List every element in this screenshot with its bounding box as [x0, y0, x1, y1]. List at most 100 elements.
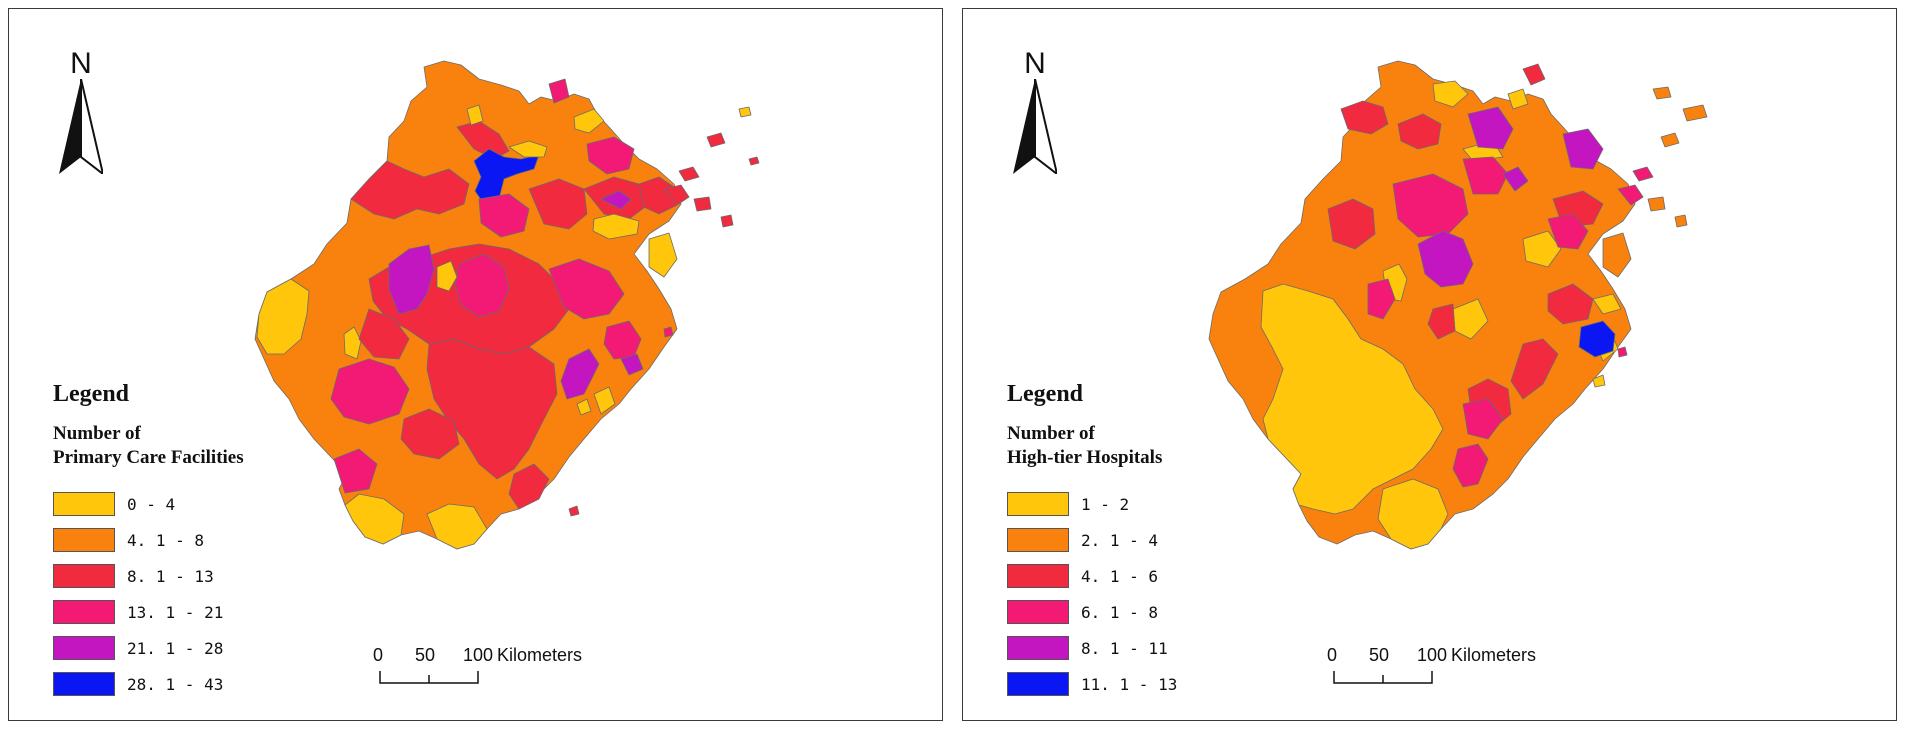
region-purple-w — [388, 244, 435, 315]
region-purple-ne — [600, 190, 632, 210]
region-pink-e — [548, 258, 625, 320]
scale-tick-0: 0 — [373, 645, 384, 665]
legend-label: 8. 1 - 13 — [127, 566, 214, 586]
region-red-s — [426, 338, 558, 480]
legend-label: 4. 1 - 8 — [127, 530, 205, 550]
legend-swatch — [53, 636, 115, 660]
island-10 — [1592, 374, 1606, 388]
region-red-nw — [1340, 100, 1389, 135]
region-yellow-e — [1522, 230, 1562, 268]
island-9 — [663, 326, 674, 338]
island-8 — [720, 214, 734, 228]
region-purple-se — [560, 348, 600, 400]
island-11 — [738, 106, 752, 118]
region-yellow-north — [508, 140, 548, 158]
legend-label: 6. 1 - 8 — [1081, 602, 1159, 622]
region-red-s3 — [508, 463, 550, 510]
legend-swatch — [53, 492, 115, 516]
region-purple-ne — [1562, 128, 1604, 170]
island-2 — [1647, 196, 1666, 212]
region-yellow-coast — [593, 386, 616, 415]
region-pink-sw — [330, 358, 410, 425]
legend: Legend Number of Primary Care Facilities… — [53, 381, 244, 704]
region-yellow-n1 — [1432, 80, 1469, 108]
island-5 — [648, 232, 678, 278]
region-yellow-west2 — [343, 326, 362, 360]
island-4 — [706, 132, 726, 148]
island-10 — [568, 505, 580, 517]
legend-swatch — [1007, 672, 1069, 696]
region-red-n — [1397, 113, 1442, 150]
region-yellow-west — [256, 278, 310, 355]
island-3 — [678, 166, 700, 182]
region-pink-ne — [586, 136, 635, 175]
choropleth-map-hospitals — [1208, 60, 1708, 550]
legend-title: Legend — [1007, 381, 1084, 407]
region-red-w — [1327, 198, 1376, 250]
north-label: N — [1024, 47, 1046, 80]
region-pink-s — [1462, 398, 1504, 440]
region-pink-center — [454, 253, 510, 318]
region-yellow-coast2 — [1592, 293, 1622, 315]
map-panel-high-tier-hospitals: N Legend Number of High-tier Hospitals 1… — [962, 8, 1897, 721]
island-12 — [748, 156, 760, 166]
legend-subtitle: Number of High-tier Hospitals — [1007, 422, 1177, 470]
scale-bar-line — [1333, 671, 1433, 684]
island-6 — [1682, 104, 1708, 122]
island-2 — [693, 196, 712, 212]
region-pink-e — [1547, 213, 1589, 250]
legend-swatch — [1007, 636, 1069, 660]
region-pink-c2 — [1462, 156, 1509, 195]
legend-swatch — [1007, 564, 1069, 588]
legend-label: 1 - 2 — [1081, 494, 1130, 514]
legend-item: 2. 1 - 4 — [1007, 524, 1177, 556]
region-purple-c — [1417, 230, 1474, 288]
scale-tick-50: 50 — [1369, 645, 1390, 665]
island-3 — [1632, 166, 1654, 182]
scale-bar-line — [379, 671, 479, 684]
region-yellow-n2 — [1507, 88, 1529, 110]
choropleth-map-primary-care — [254, 60, 760, 550]
scale-tick-100: 100 — [463, 645, 494, 665]
region-pink-w — [1367, 278, 1396, 320]
region-yellow-s — [1377, 478, 1449, 550]
scale-labels: 0 50 100 Kilometers — [1327, 645, 1593, 667]
legend-label: 0 - 4 — [127, 494, 176, 514]
legend-swatch — [1007, 600, 1069, 624]
legend-item: 6. 1 - 8 — [1007, 596, 1177, 628]
legend-subtitle-line2: Primary Care Facilities — [53, 447, 244, 468]
region-pink-sw2 — [333, 448, 378, 494]
region-red-top — [548, 78, 570, 104]
region-pink-s2 — [1452, 443, 1489, 488]
legend-item: 28. 1 - 43 — [53, 668, 244, 700]
legend-items: 0 - 4 4. 1 - 8 8. 1 - 13 13. 1 - 21 21. 1 - … — [53, 488, 244, 700]
legend-item: 8. 1 - 13 — [53, 560, 244, 592]
north-arrow: N — [1013, 49, 1073, 179]
legend-label: 28. 1 - 43 — [127, 674, 224, 694]
region-red-ne — [1522, 63, 1546, 86]
legend-item: 4. 1 - 8 — [53, 524, 244, 556]
region-red-se — [1547, 283, 1594, 325]
legend-items: 1 - 2 2. 1 - 4 4. 1 - 6 6. 1 - 8 8. 1 - 11 11… — [1007, 488, 1177, 700]
island-7 — [1652, 86, 1672, 100]
scale-unit: Kilometers — [497, 645, 583, 665]
legend-item: 1 - 2 — [1007, 488, 1177, 520]
legend-label: 4. 1 - 6 — [1081, 566, 1159, 586]
island-7 — [576, 398, 592, 416]
region-yellow-n2 — [466, 104, 484, 126]
legend-subtitle-line1: Number of — [53, 423, 141, 444]
scale-tick-100: 100 — [1417, 645, 1448, 665]
legend-swatch — [53, 600, 115, 624]
island-5 — [1602, 232, 1632, 278]
legend-swatch — [53, 672, 115, 696]
legend-item: 4. 1 - 6 — [1007, 560, 1177, 592]
region-red-s2 — [400, 408, 460, 460]
island-4 — [1660, 132, 1680, 148]
scale-tick-50: 50 — [415, 645, 436, 665]
region-blue — [1578, 320, 1616, 358]
region-yellow-ne — [573, 108, 605, 134]
scale-bar: 0 50 100 Kilometers — [1327, 645, 1593, 695]
legend-swatch — [53, 528, 115, 552]
legend-subtitle-line2: High-tier Hospitals — [1007, 447, 1163, 468]
region-yellow-s1 — [344, 493, 405, 545]
